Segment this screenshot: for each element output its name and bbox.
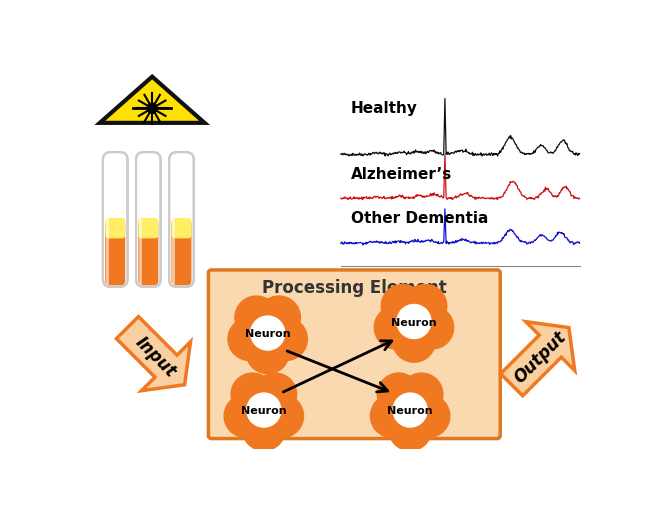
Circle shape: [370, 395, 413, 438]
Text: Neuron: Neuron: [387, 406, 433, 415]
Text: Processing Element: Processing Element: [262, 278, 447, 296]
Text: Other Dementia: Other Dementia: [351, 211, 488, 226]
Circle shape: [251, 317, 285, 350]
Polygon shape: [100, 77, 205, 124]
FancyBboxPatch shape: [172, 219, 192, 239]
Text: Neuron: Neuron: [245, 328, 291, 338]
Circle shape: [246, 331, 289, 374]
Circle shape: [247, 393, 281, 427]
FancyBboxPatch shape: [138, 220, 159, 286]
Circle shape: [265, 318, 307, 361]
Circle shape: [374, 307, 417, 349]
Circle shape: [224, 395, 267, 438]
Circle shape: [381, 285, 424, 328]
FancyBboxPatch shape: [138, 219, 159, 239]
FancyBboxPatch shape: [136, 153, 161, 287]
FancyBboxPatch shape: [105, 219, 125, 239]
FancyBboxPatch shape: [172, 220, 192, 286]
Circle shape: [231, 373, 274, 416]
Circle shape: [242, 408, 285, 451]
FancyBboxPatch shape: [105, 220, 125, 286]
Circle shape: [404, 285, 447, 328]
FancyBboxPatch shape: [209, 270, 500, 439]
Circle shape: [397, 305, 431, 339]
Circle shape: [389, 408, 432, 451]
Text: Healthy: Healthy: [351, 101, 418, 116]
Circle shape: [147, 104, 157, 114]
Text: Alzheimer’s: Alzheimer’s: [351, 167, 452, 182]
Circle shape: [393, 320, 436, 363]
Circle shape: [235, 296, 278, 339]
Circle shape: [257, 296, 300, 339]
FancyBboxPatch shape: [103, 153, 127, 287]
Circle shape: [378, 373, 420, 416]
Polygon shape: [116, 317, 190, 391]
Circle shape: [261, 395, 304, 438]
Text: Input: Input: [132, 333, 180, 380]
Text: Output: Output: [511, 327, 570, 386]
Polygon shape: [500, 322, 575, 396]
Circle shape: [407, 395, 450, 438]
Circle shape: [228, 318, 271, 361]
Text: Neuron: Neuron: [241, 406, 287, 415]
Circle shape: [411, 307, 454, 349]
FancyBboxPatch shape: [169, 153, 194, 287]
Circle shape: [254, 373, 296, 416]
Circle shape: [393, 393, 427, 427]
Circle shape: [400, 373, 443, 416]
Text: Neuron: Neuron: [391, 317, 437, 327]
